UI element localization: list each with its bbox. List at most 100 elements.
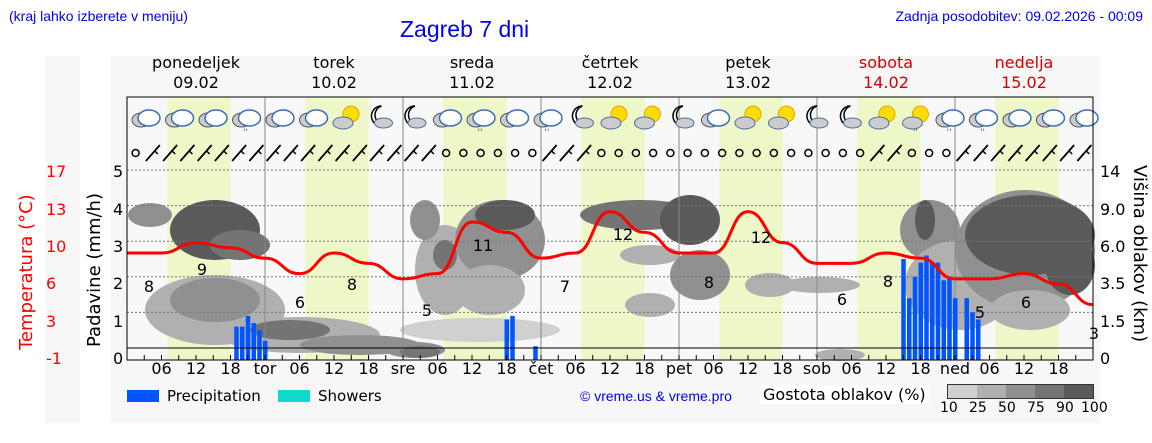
axis-tick: 13: [46, 200, 67, 219]
cloud-density-scale: [947, 384, 1094, 399]
day-date: 12.02: [587, 73, 633, 92]
axis-tick: -1: [46, 349, 62, 368]
svg-text:12: 12: [613, 225, 633, 244]
day-name: sobota: [858, 53, 914, 72]
day-date: 14.02: [863, 73, 909, 92]
day-date: 10.02: [311, 73, 357, 92]
svg-text:6: 6: [295, 293, 305, 312]
axis-tick: 6: [46, 274, 57, 293]
axis-tick: 4: [113, 200, 124, 219]
svg-text:11: 11: [473, 236, 493, 255]
svg-text:'': '': [243, 128, 248, 138]
x-axis-label: 06: [703, 359, 724, 378]
axis-tick: 1.5: [1100, 312, 1126, 331]
density-swatch: [977, 385, 1006, 398]
day-label: četrtek 12.02: [550, 53, 670, 93]
svg-text:12: 12: [751, 228, 771, 247]
svg-text:'': '': [980, 128, 985, 138]
density-level-label: 25: [969, 400, 987, 416]
axis-tick: 0: [113, 349, 124, 368]
axis-tick: 10: [46, 237, 67, 256]
svg-text:5: 5: [975, 303, 985, 322]
svg-text:6: 6: [1021, 293, 1031, 312]
x-axis-label: 12: [461, 359, 483, 378]
x-axis-label: čet: [528, 359, 554, 378]
x-axis-label: 18: [910, 359, 931, 378]
copyright-link[interactable]: © vreme.us & vreme.pro: [580, 388, 732, 404]
svg-text:9: 9: [197, 260, 207, 279]
cloud-density-title: Gostota oblakov (%): [760, 385, 929, 404]
axis-tick: 17: [46, 162, 67, 181]
x-axis-label: 18: [358, 359, 379, 378]
day-label: petek 13.02: [688, 53, 808, 93]
x-axis-label: 18: [220, 359, 241, 378]
x-axis-label: sob: [802, 359, 832, 378]
last-update: Zadnja posodobitev: 09.02.2026 - 00:09: [895, 8, 1143, 24]
svg-text:8: 8: [704, 273, 714, 292]
day-label: sobota 14.02: [826, 53, 946, 93]
density-swatch: [1006, 385, 1035, 398]
svg-text:'': '': [478, 128, 483, 138]
axis-tick: 3: [46, 312, 57, 331]
legend-showers: Showers: [278, 387, 382, 405]
day-label: sreda 11.02: [412, 53, 532, 93]
svg-text:'': '': [946, 128, 951, 138]
axis-tick: 14: [1100, 162, 1121, 181]
svg-text:8: 8: [347, 275, 357, 294]
axis-tick: 0: [1100, 349, 1111, 368]
x-axis-label: pet: [665, 359, 693, 378]
axis-tick: 1: [113, 312, 124, 331]
location-hint: (kraj lahko izberete v meniju): [9, 8, 188, 24]
showers-swatch: [278, 390, 310, 402]
x-axis-label: 06: [841, 359, 862, 378]
x-axis-label: 06: [289, 359, 310, 378]
day-name: petek: [725, 53, 771, 72]
svg-text:8: 8: [883, 272, 893, 291]
day-label: nedelja 15.02: [964, 53, 1084, 93]
svg-text:8: 8: [144, 277, 154, 296]
day-date: 11.02: [449, 73, 495, 92]
axis-tick: 2: [113, 274, 124, 293]
svg-text:6: 6: [837, 290, 847, 309]
density-swatch: [1064, 385, 1093, 398]
x-axis-label: 06: [151, 359, 172, 378]
density-level-label: 90: [1056, 400, 1074, 416]
axis-tick: 5: [113, 162, 124, 181]
temp-axis-panel: [45, 56, 80, 423]
precipitation-swatch: [127, 390, 159, 402]
day-date: 09.02: [173, 73, 219, 92]
x-axis-label: 18: [1048, 359, 1069, 378]
x-axis-label: ned: [939, 359, 971, 378]
density-swatch: [1035, 385, 1064, 398]
svg-text:7: 7: [560, 277, 570, 296]
density-level-label: 75: [1027, 400, 1045, 416]
day-label: torek 10.02: [274, 53, 394, 93]
page-title: Zagreb 7 dni: [400, 16, 530, 42]
x-axis-label: 18: [772, 359, 793, 378]
day-name: četrtek: [581, 53, 639, 72]
axis-tick: 6.0: [1100, 237, 1126, 256]
x-axis-label: sre: [390, 359, 416, 378]
axis-tick: 3.5: [1100, 274, 1126, 293]
svg-text:'': '': [545, 128, 550, 138]
day-label: ponedeljek 09.02: [136, 53, 256, 93]
precipitation-label: Precipitation: [167, 387, 261, 405]
x-axis-label: 12: [323, 359, 345, 378]
x-axis-label: 12: [185, 359, 207, 378]
density-swatch: [948, 385, 977, 398]
svg-text:'': '': [913, 128, 918, 138]
axis-tick: 3: [113, 237, 124, 256]
day-name: torek: [313, 53, 355, 72]
x-axis-label: 06: [427, 359, 448, 378]
x-axis-label: 06: [565, 359, 586, 378]
day-name: ponedeljek: [152, 53, 240, 72]
x-axis-label: 18: [634, 359, 655, 378]
svg-text:3: 3: [1089, 324, 1099, 343]
showers-label: Showers: [318, 387, 382, 405]
density-level-label: 100: [1081, 400, 1108, 416]
x-axis-label: 12: [599, 359, 621, 378]
density-level-label: 10: [940, 400, 958, 416]
day-name: nedelja: [994, 53, 1054, 72]
day-date: 13.02: [725, 73, 771, 92]
